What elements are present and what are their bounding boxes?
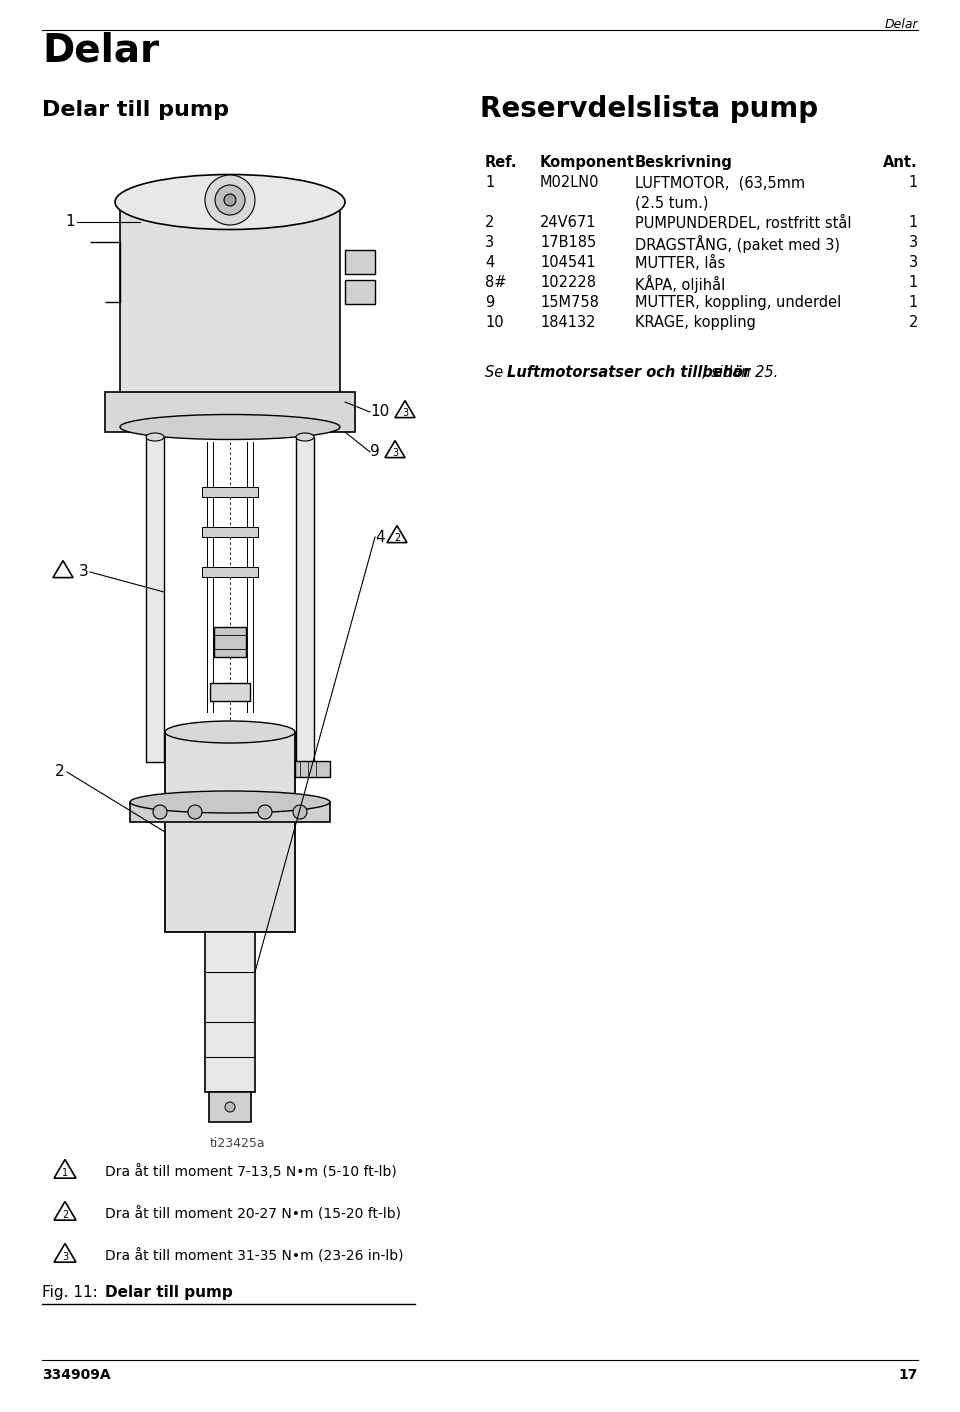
Text: 3: 3: [909, 234, 918, 250]
Text: Dra åt till moment 20-27 N•m (15-20 ft-lb): Dra åt till moment 20-27 N•m (15-20 ft-l…: [105, 1207, 401, 1221]
Bar: [295, 761, 330, 777]
Bar: [210, 683, 250, 700]
Bar: [146, 436, 164, 762]
Text: 184132: 184132: [540, 315, 595, 330]
Text: Delar till pump: Delar till pump: [105, 1285, 232, 1300]
Ellipse shape: [146, 433, 164, 441]
Bar: [120, 202, 340, 412]
Text: 4: 4: [375, 530, 385, 545]
Circle shape: [293, 805, 307, 819]
Text: Fig. 11:: Fig. 11:: [42, 1285, 103, 1300]
Circle shape: [153, 805, 167, 819]
Text: Ant.: Ant.: [883, 155, 918, 169]
Text: Ref.: Ref.: [485, 155, 517, 169]
Text: 3: 3: [79, 565, 88, 579]
Text: Luftmotorsatser och tillbehör: Luftmotorsatser och tillbehör: [507, 364, 751, 380]
Circle shape: [258, 805, 272, 819]
Text: 3: 3: [62, 1252, 68, 1262]
Text: LUFTMOTOR,  (63,5mm: LUFTMOTOR, (63,5mm: [635, 175, 805, 191]
Bar: [130, 802, 330, 822]
Text: 2: 2: [485, 215, 494, 230]
Text: 10: 10: [370, 404, 389, 419]
Text: 9: 9: [485, 295, 494, 311]
Text: 3: 3: [402, 408, 408, 418]
Text: 1: 1: [909, 275, 918, 289]
Bar: [205, 932, 255, 1091]
Text: 8#: 8#: [485, 275, 507, 289]
Text: Delar till pump: Delar till pump: [42, 100, 229, 120]
Text: PUMPUNDERDEL, rostfritt stål: PUMPUNDERDEL, rostfritt stål: [635, 215, 852, 232]
Text: 10: 10: [485, 315, 504, 330]
Text: MUTTER, koppling, underdel: MUTTER, koppling, underdel: [635, 295, 841, 311]
Text: 4: 4: [485, 256, 494, 270]
Text: Delar: Delar: [42, 32, 159, 71]
Ellipse shape: [120, 415, 340, 439]
Bar: [345, 250, 375, 274]
Circle shape: [205, 175, 255, 225]
Text: , sidan 25.: , sidan 25.: [702, 364, 779, 380]
Text: 1: 1: [65, 215, 75, 230]
Text: (2.5 tum.): (2.5 tum.): [635, 195, 708, 210]
Text: 3: 3: [909, 256, 918, 270]
Text: 3: 3: [485, 234, 494, 250]
Text: DRAGSTÅNG, (paket med 3): DRAGSTÅNG, (paket med 3): [635, 234, 840, 253]
Ellipse shape: [115, 175, 345, 230]
Text: 15M758: 15M758: [540, 295, 599, 311]
Text: Dra åt till moment 7-13,5 N•m (5-10 ft-lb): Dra åt till moment 7-13,5 N•m (5-10 ft-l…: [105, 1165, 396, 1179]
Text: MUTTER, lås: MUTTER, lås: [635, 256, 725, 271]
Bar: [105, 393, 355, 432]
Circle shape: [215, 185, 245, 215]
Bar: [214, 627, 246, 657]
Ellipse shape: [296, 433, 314, 441]
Bar: [202, 568, 258, 578]
Text: KRAGE, koppling: KRAGE, koppling: [635, 315, 756, 330]
Text: 102228: 102228: [540, 275, 596, 289]
Text: 1: 1: [909, 215, 918, 230]
Text: 2: 2: [61, 1210, 68, 1220]
Bar: [296, 436, 314, 762]
Bar: [202, 487, 258, 497]
Circle shape: [225, 1101, 235, 1113]
Ellipse shape: [165, 722, 295, 743]
Text: Dra åt till moment 31-35 N•m (23-26 in-lb): Dra åt till moment 31-35 N•m (23-26 in-l…: [105, 1248, 403, 1264]
Text: 9: 9: [370, 445, 380, 459]
Ellipse shape: [130, 791, 330, 813]
Circle shape: [224, 193, 236, 206]
Text: Komponent: Komponent: [540, 155, 635, 169]
Text: 1: 1: [909, 175, 918, 191]
Text: ti23425a: ti23425a: [210, 1137, 266, 1149]
Text: Delar: Delar: [884, 18, 918, 31]
Text: M02LN0: M02LN0: [540, 175, 599, 191]
Bar: [165, 731, 295, 932]
Text: 17B185: 17B185: [540, 234, 596, 250]
Text: KÅPA, oljihål: KÅPA, oljihål: [635, 275, 725, 294]
Text: 1: 1: [62, 1168, 68, 1178]
Text: 17: 17: [899, 1368, 918, 1382]
Text: 334909A: 334909A: [42, 1368, 110, 1382]
Text: 2: 2: [908, 315, 918, 330]
Text: 3: 3: [392, 448, 398, 457]
Text: 2: 2: [394, 532, 400, 542]
Bar: [345, 280, 375, 304]
Text: Reservdelslista pump: Reservdelslista pump: [480, 95, 818, 123]
Bar: [209, 1091, 251, 1123]
Text: 104541: 104541: [540, 256, 595, 270]
Text: 1: 1: [485, 175, 494, 191]
Bar: [202, 527, 258, 537]
Text: Se: Se: [485, 364, 508, 380]
Circle shape: [188, 805, 202, 819]
Text: Beskrivning: Beskrivning: [635, 155, 732, 169]
Text: 2: 2: [55, 764, 64, 779]
Text: 24V671: 24V671: [540, 215, 596, 230]
Text: 1: 1: [909, 295, 918, 311]
